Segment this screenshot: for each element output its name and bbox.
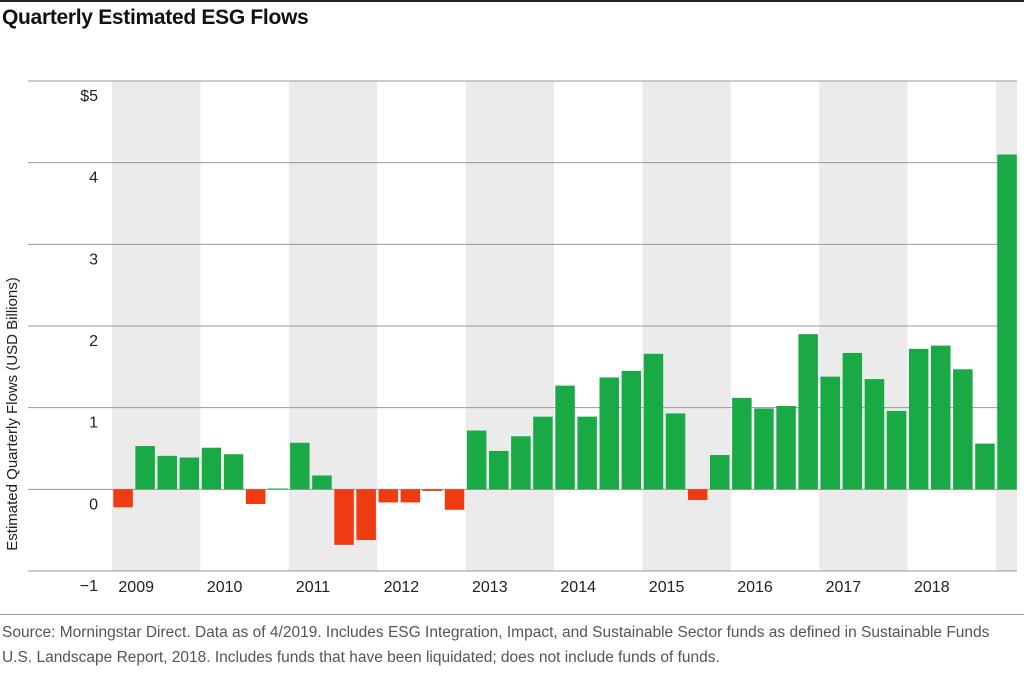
bar — [953, 369, 973, 490]
bar — [754, 408, 774, 490]
bar — [864, 379, 885, 490]
x-tick-label: 2018 — [914, 579, 950, 596]
bar — [135, 446, 155, 490]
x-tick-label: 2017 — [826, 579, 862, 596]
bar — [223, 454, 244, 490]
bar — [643, 353, 664, 490]
x-tick-label: 2011 — [296, 579, 331, 596]
y-tick-label: $5 — [80, 88, 98, 105]
bar — [422, 489, 443, 491]
bar — [776, 406, 796, 490]
bar — [290, 442, 310, 490]
bar — [466, 430, 487, 490]
bar — [665, 413, 686, 490]
bars — [113, 154, 1017, 545]
chart-title: Quarterly Estimated ESG Flows — [2, 6, 309, 29]
y-tick-labels: $5 4 3 2 1 0 −1 — [80, 88, 98, 595]
x-tick-label: 2015 — [649, 579, 685, 596]
x-tick-label: 2016 — [737, 579, 773, 596]
bar — [710, 455, 730, 490]
bar — [511, 436, 531, 490]
bar — [400, 489, 421, 503]
x-tick-label: 2012 — [384, 579, 420, 596]
bar — [577, 416, 597, 490]
source-note: Source: Morningstar Direct. Data as of 4… — [2, 624, 990, 666]
x-tick-label: 2013 — [472, 579, 508, 596]
bar — [268, 488, 288, 490]
bar — [687, 489, 708, 500]
bar — [997, 154, 1017, 490]
bar — [842, 352, 863, 490]
bar — [975, 443, 995, 490]
x-tick-label: 2009 — [118, 579, 154, 596]
bar — [356, 489, 376, 540]
bar — [798, 334, 818, 490]
x-tick-labels: 2009 2010 2011 2012 2013 2014 2015 2016 2017 2018 — [118, 579, 949, 596]
bar — [245, 489, 266, 505]
y-tick-label: 2 — [89, 333, 98, 350]
bar — [444, 489, 465, 510]
y-tick-label: 4 — [89, 170, 98, 187]
x-tick-label: 2014 — [560, 579, 596, 596]
bar — [201, 447, 222, 490]
bar — [179, 457, 200, 490]
bar — [621, 370, 642, 490]
y-tick-label: 1 — [89, 415, 98, 432]
bar — [732, 397, 752, 490]
bar — [334, 489, 354, 545]
footer-rule — [0, 614, 1024, 615]
bar — [555, 385, 575, 490]
y-axis-label: Estimated Quarterly Flows (USD Billions) — [4, 277, 21, 550]
bar — [378, 489, 398, 503]
bar — [157, 455, 177, 490]
bar — [113, 489, 133, 508]
x-tick-label: 2010 — [207, 579, 243, 596]
bar — [886, 410, 907, 490]
top-rule — [0, 0, 1024, 2]
bar — [908, 348, 929, 490]
bar — [533, 416, 553, 490]
bar — [312, 475, 332, 490]
bar — [489, 450, 509, 490]
y-tick-label: 0 — [89, 496, 98, 513]
y-tick-label: −1 — [80, 578, 98, 595]
bar — [931, 345, 951, 490]
bar — [820, 376, 840, 490]
bar — [599, 377, 619, 490]
y-tick-label: 3 — [89, 251, 98, 268]
